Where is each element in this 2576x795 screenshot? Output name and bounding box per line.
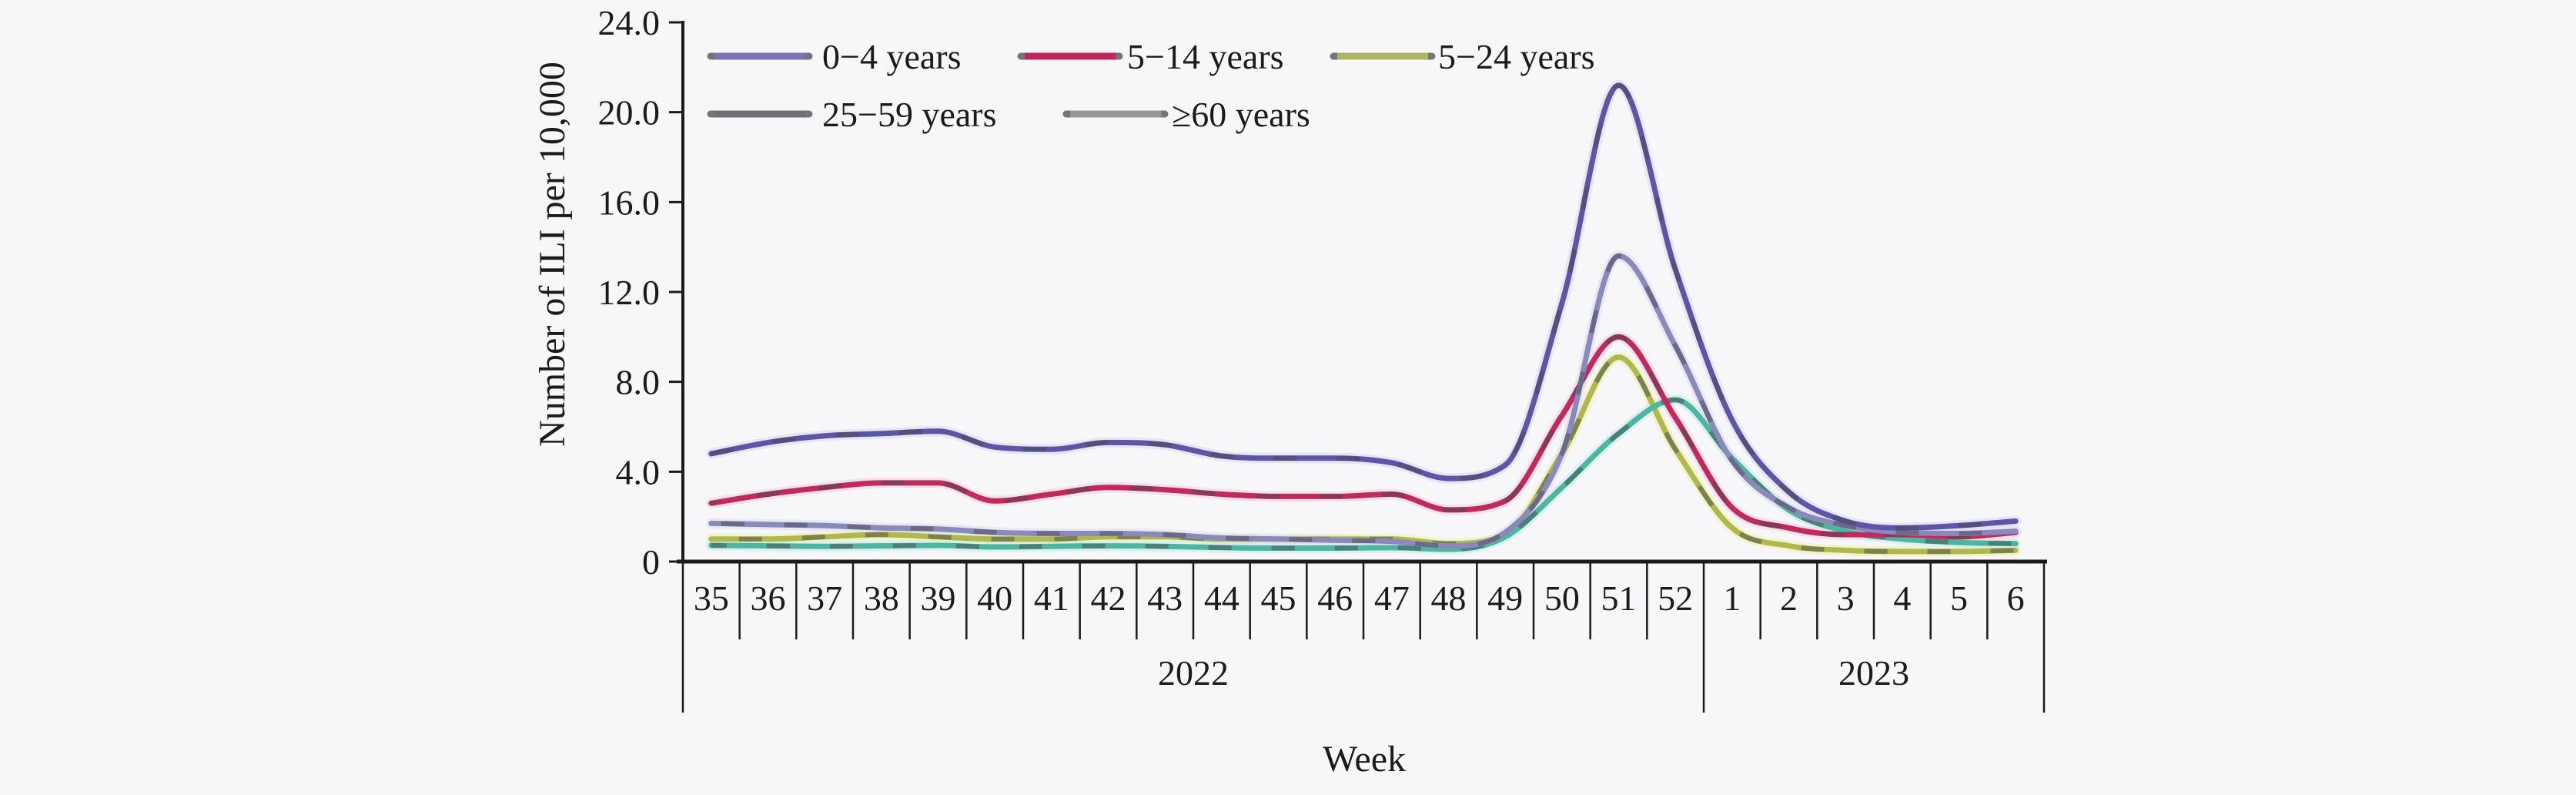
legend-item: 0−4 years (707, 37, 962, 76)
tick-label-layer: 04.08.012.016.020.024.035 36 37 38 39 40 41 42 4… (598, 3, 2025, 693)
legend-label: ≥60 years (1172, 95, 1310, 134)
y-tick-label: 12.0 (598, 273, 661, 312)
week-label: 37 (807, 579, 842, 618)
legend-item: 25−59 years (707, 95, 997, 134)
week-label: 4 (1893, 579, 1911, 618)
y-tick-label: 0 (642, 542, 660, 582)
week-label: 5 (1950, 579, 1968, 618)
year-label: 2023 (1838, 653, 1909, 693)
week-label: 43 (1147, 579, 1183, 618)
legend-item: 5−24 years (1330, 37, 1595, 76)
series-line-shade-2 (711, 354, 2016, 554)
week-label: 41 (1034, 579, 1069, 618)
legend-label: 0−4 years (822, 37, 962, 76)
x-axis-title: Week (1323, 739, 1406, 780)
series-halo-3 (705, 250, 2022, 552)
y-tick-label: 8.0 (616, 363, 661, 402)
series-line-shade-3 (711, 253, 2016, 548)
week-label: 2 (1780, 579, 1798, 618)
week-label: 50 (1544, 579, 1580, 618)
week-label: 35 (694, 579, 729, 618)
y-tick-label: 20.0 (598, 93, 661, 132)
legend: 0−4 years 5−14 years 5−24 years 25−59 years… (707, 37, 1595, 134)
week-label: 47 (1374, 579, 1410, 618)
week-label: 36 (751, 579, 786, 618)
y-tick-label: 16.0 (598, 183, 661, 222)
week-label: 48 (1431, 579, 1467, 618)
y-tick-label: 24.0 (598, 3, 661, 42)
week-label: 6 (2007, 579, 2025, 618)
week-label: 39 (921, 579, 956, 618)
series-line-layer (708, 82, 2019, 555)
week-label: 52 (1658, 579, 1693, 618)
week-label: 46 (1317, 579, 1353, 618)
legend-item: ≥60 years (1062, 95, 1310, 134)
y-axis-title: Number of ILI per 10,000 (532, 62, 573, 447)
week-label: 40 (977, 579, 1012, 618)
week-label: 45 (1261, 579, 1296, 618)
week-label: 38 (864, 579, 899, 618)
week-label: 1 (1723, 579, 1741, 618)
week-label: 3 (1837, 579, 1855, 618)
axes-layer (669, 21, 2047, 713)
week-label: 49 (1487, 579, 1523, 618)
series-line-3 (708, 253, 2019, 549)
legend-label: 5−24 years (1438, 37, 1595, 76)
legend-item: 5−14 years (1017, 37, 1284, 76)
y-tick-label: 4.0 (616, 452, 661, 491)
week-label: 44 (1204, 579, 1239, 618)
year-label: 2022 (1158, 653, 1229, 693)
series-line-0 (708, 82, 2019, 531)
legend-label: 5−14 years (1127, 37, 1284, 76)
week-label: 42 (1091, 579, 1126, 618)
legend-label: 25−59 years (822, 95, 997, 134)
week-label: 51 (1601, 579, 1637, 618)
series-line-shade-1 (711, 334, 2016, 539)
